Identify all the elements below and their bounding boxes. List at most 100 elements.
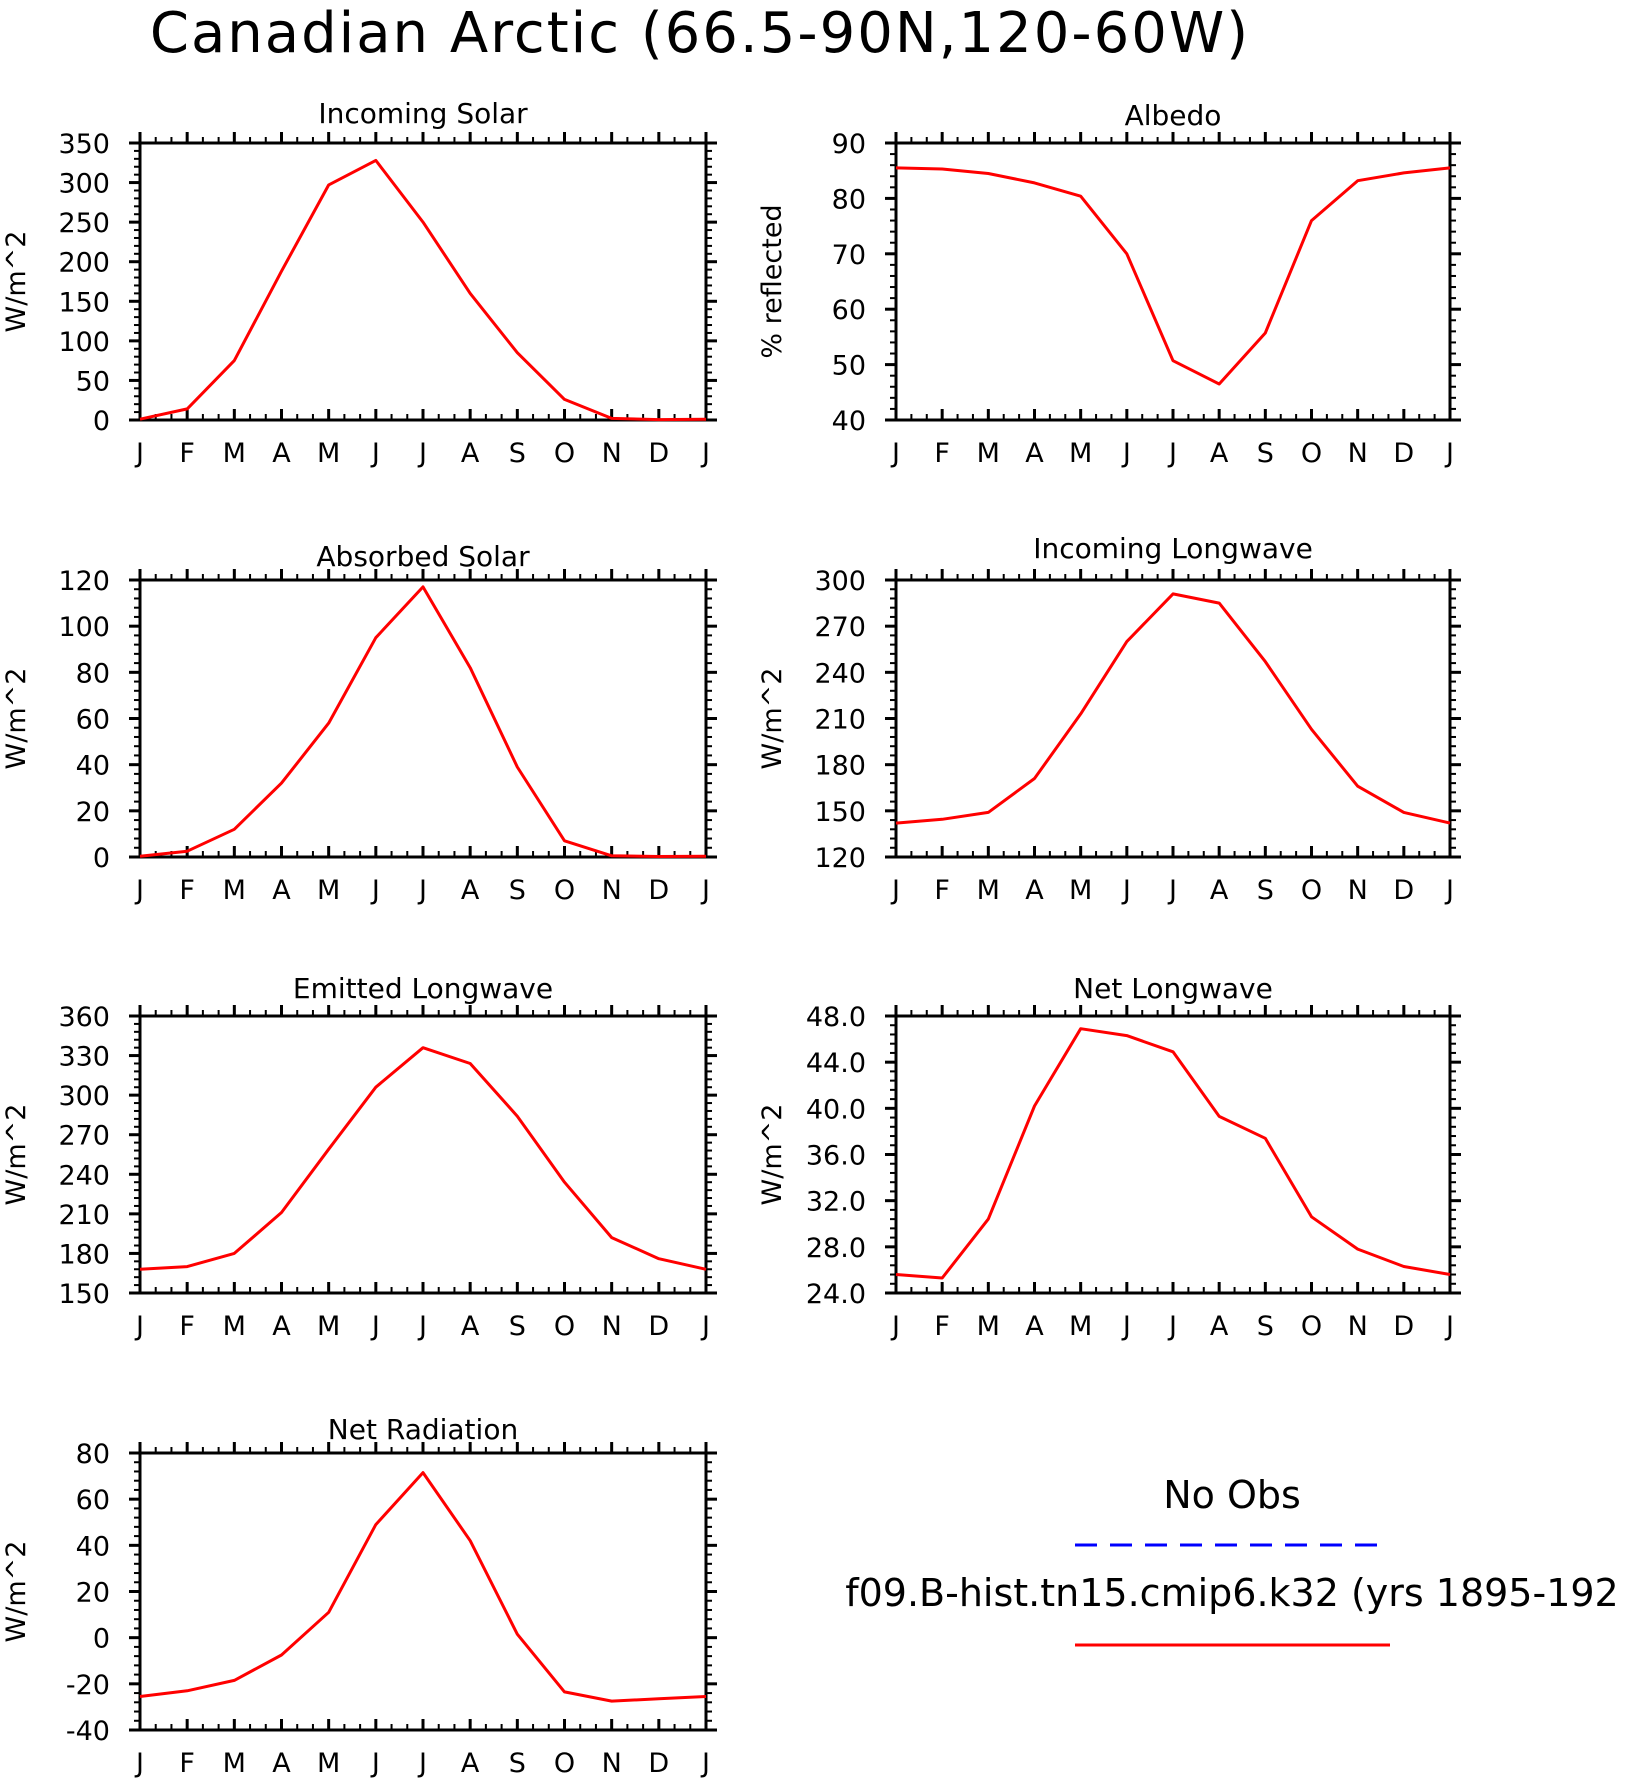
net-longwave-y-tick-label: 28.0 (806, 1233, 866, 1264)
emitted-longwave-y-tick-label: 240 (58, 1160, 110, 1191)
absorbed-solar-series-line (139, 585, 707, 858)
emitted-longwave-frame (138, 1014, 708, 1295)
incoming-longwave-y-tick-label: 150 (814, 797, 866, 828)
albedo-x-tick-label: M (977, 438, 1000, 469)
incoming-solar-x-tick-label: D (648, 438, 669, 469)
albedo-y-axis-label: % reflected (757, 204, 788, 358)
absorbed-solar-x-tick-label: N (602, 875, 622, 906)
absorbed-solar-x-tick-label: J (700, 875, 710, 906)
emitted-longwave-y-tick-label: 330 (58, 1042, 110, 1073)
incoming-longwave-series-line (895, 592, 1451, 825)
net-longwave-y-tick-label: 36.0 (806, 1141, 866, 1172)
net-longwave-y-tick-label: 44.0 (806, 1048, 866, 1079)
incoming-solar-x-tick-label: M (317, 438, 340, 469)
incoming-solar-y-tick-label: 200 (58, 248, 110, 279)
emitted-longwave-y-tick-label: 360 (58, 1002, 110, 1033)
albedo-x-tick-label: A (1210, 438, 1229, 469)
absorbed-solar-x-tick-label: M (317, 875, 340, 906)
net-radiation-x-tick-label: J (417, 1748, 427, 1779)
incoming-solar-y-axis-label: W/m^2 (1, 231, 32, 333)
emitted-longwave-y-axis-label: W/m^2 (1, 1104, 32, 1206)
absorbed-solar-title: Absorbed Solar (316, 540, 530, 573)
albedo-y-tick-label: 80 (832, 184, 866, 215)
net-radiation-x-tick-label: O (554, 1748, 575, 1779)
absorbed-solar-y-tick-label: 120 (58, 566, 110, 597)
absorbed-solar-x-tick-label: O (554, 875, 575, 906)
incoming-solar-series-line (139, 158, 707, 422)
incoming-solar-x-tick-label: A (272, 438, 291, 469)
incoming-longwave-y-tick-label: 300 (814, 566, 866, 597)
albedo-x-tick-label: N (1348, 438, 1368, 469)
net-longwave-y-tick-label: 48.0 (806, 1002, 866, 1033)
incoming-longwave-y-axis-label: W/m^2 (757, 668, 788, 770)
net-radiation-x-tick-label: A (461, 1748, 480, 1779)
incoming-solar-x-tick-label: J (700, 438, 710, 469)
figure-title: Canadian Arctic (66.5-90N,120-60W) (150, 1, 1250, 66)
absorbed-solar-x-tick-label: D (648, 875, 669, 906)
incoming-longwave-y-tick-label: 180 (814, 751, 866, 782)
emitted-longwave-y-tick-label: 270 (58, 1121, 110, 1152)
albedo-x-tick-label: J (1167, 438, 1177, 469)
albedo-y-tick-label: 70 (832, 240, 866, 271)
incoming-solar-x-tick-label: J (134, 438, 144, 469)
emitted-longwave-x-tick-label: F (179, 1311, 195, 1342)
absorbed-solar-y-tick-label: 100 (58, 612, 110, 643)
albedo-frame (894, 141, 1452, 422)
incoming-longwave-x-tick-label: A (1025, 875, 1044, 906)
incoming-solar-x-tick-label: O (554, 438, 575, 469)
net-radiation-series-line (139, 1471, 707, 1703)
albedo-y-tick-label: 90 (832, 129, 866, 160)
emitted-longwave-y-tick-label: 150 (58, 1279, 110, 1310)
absorbed-solar-y-tick-label: 20 (76, 797, 110, 828)
incoming-longwave-y-tick-label: 210 (814, 705, 866, 736)
incoming-solar-frame (138, 141, 708, 422)
emitted-longwave-series-line (139, 1046, 707, 1271)
albedo-series-line (895, 166, 1451, 386)
emitted-longwave-x-tick-label: A (461, 1311, 480, 1342)
net-longwave-y-tick-label: 40.0 (806, 1094, 866, 1125)
emitted-longwave-x-tick-label: D (648, 1311, 669, 1342)
albedo-title: Albedo (1125, 99, 1222, 132)
incoming-solar-x-tick-label: M (223, 438, 246, 469)
net-radiation-y-tick-label: 80 (76, 1439, 110, 1470)
emitted-longwave-x-tick-label: N (602, 1311, 622, 1342)
albedo-x-tick-label: J (1121, 438, 1131, 469)
net-radiation-y-tick-label: 40 (76, 1531, 110, 1562)
incoming-longwave-frame (894, 578, 1452, 859)
incoming-longwave-x-tick-label: M (977, 875, 1000, 906)
net-radiation-x-tick-label: M (317, 1748, 340, 1779)
net-longwave-x-tick-label: O (1301, 1311, 1322, 1342)
emitted-longwave-y-tick-label: 180 (58, 1239, 110, 1270)
net-radiation-frame (138, 1451, 708, 1732)
incoming-longwave-x-tick-label: O (1301, 875, 1322, 906)
net-longwave-x-tick-label: J (1444, 1311, 1454, 1342)
emitted-longwave-y-tick-label: 210 (58, 1200, 110, 1231)
absorbed-solar-x-tick-label: A (461, 875, 480, 906)
albedo-x-tick-label: F (934, 438, 950, 469)
incoming-longwave-x-tick-label: F (934, 875, 950, 906)
emitted-longwave-x-tick-label: M (223, 1311, 246, 1342)
net-longwave-x-tick-label: J (1167, 1311, 1177, 1342)
incoming-solar-x-tick-label: F (179, 438, 195, 469)
net-longwave-y-tick-label: 32.0 (806, 1187, 866, 1218)
incoming-solar-x-tick-label: A (461, 438, 480, 469)
net-longwave-x-tick-label: N (1348, 1311, 1368, 1342)
absorbed-solar-x-tick-label: F (179, 875, 195, 906)
incoming-solar-y-tick-label: 250 (58, 208, 110, 239)
absorbed-solar-y-tick-label: 40 (76, 751, 110, 782)
absorbed-solar-y-tick-label: 60 (76, 705, 110, 736)
absorbed-solar-x-tick-label: S (509, 875, 526, 906)
net-radiation-x-tick-label: N (602, 1748, 622, 1779)
emitted-longwave-x-tick-label: A (272, 1311, 291, 1342)
emitted-longwave-x-tick-label: O (554, 1311, 575, 1342)
absorbed-solar-y-tick-label: 0 (93, 843, 110, 874)
net-longwave-x-tick-label: M (1069, 1311, 1092, 1342)
incoming-solar-x-tick-label: J (417, 438, 427, 469)
albedo-y-tick-label: 40 (832, 406, 866, 437)
emitted-longwave-x-tick-label: J (370, 1311, 380, 1342)
net-longwave-x-tick-label: J (890, 1311, 900, 1342)
